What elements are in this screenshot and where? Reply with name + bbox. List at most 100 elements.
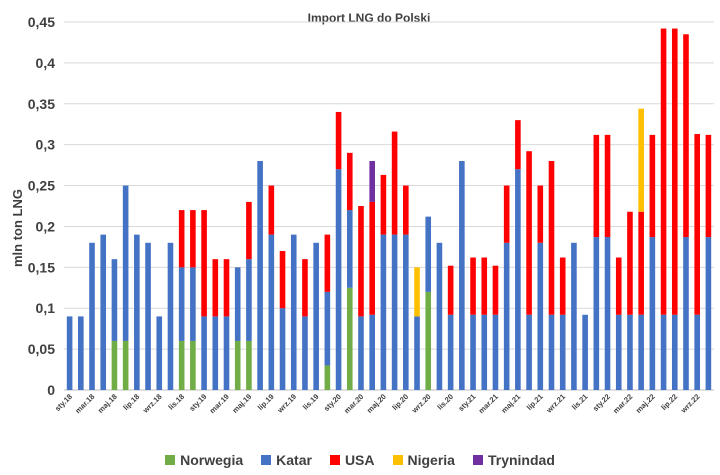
x-tick-label: sty.20: [322, 392, 343, 413]
bar-segment-katar: [548, 314, 555, 390]
bar-segment-usa: [335, 111, 342, 170]
bar-segment-norwegia: [425, 291, 432, 390]
bar-segment-usa: [649, 134, 656, 238]
bar-segment-norwegia: [324, 365, 331, 390]
legend-swatch: [329, 455, 340, 465]
bar-segment-katar: [223, 316, 230, 390]
chart: Import LNG do Polski 0 0,05 0,1 0,15 0,2 0,25…: [10, 11, 714, 415]
bar-segment-katar: [145, 242, 151, 390]
bar-segment-katar: [604, 237, 611, 390]
y-tick-label: 0,45: [28, 14, 55, 30]
x-tick-label: mar.19: [208, 392, 231, 415]
bar-segment-katar: [358, 316, 364, 390]
legend-swatch: [165, 455, 176, 465]
bar-segment-usa: [515, 120, 521, 170]
bar-segment-usa: [559, 257, 566, 315]
bar-segment-norwegia: [111, 340, 118, 390]
bar-segment-usa: [481, 257, 488, 315]
bar-segment-usa: [638, 211, 644, 315]
bar-segment-katar: [212, 316, 219, 390]
x-tick-label: lip.19: [256, 392, 276, 412]
bar-segment-katar: [122, 185, 129, 341]
x-tick-label: mar.18: [73, 392, 96, 415]
legend: Norwegia Katar USA Nigeria Trynindad: [0, 452, 720, 468]
bar-segment-usa: [380, 174, 387, 235]
x-tick-label: wrz.18: [140, 392, 163, 415]
x-tick-label: mar.21: [477, 392, 500, 415]
bar-segment-katar: [268, 234, 275, 390]
bar-segment-katar: [257, 161, 263, 390]
bar-segment-katar: [290, 234, 297, 390]
y-axis-label: mln ton LNG: [10, 189, 25, 267]
bar-segment-norwegia: [246, 340, 252, 390]
bar-segment-katar: [335, 169, 342, 390]
y-axis-ticks: 0 0,05 0,1 0,15 0,2 0,25 0,3 0,35 0,4 0,45: [28, 14, 55, 398]
y-tick-label: 0,25: [28, 178, 55, 194]
y-tick-label: 0,4: [36, 55, 56, 71]
bar-segment-usa: [593, 134, 600, 238]
x-tick-label: lip.22: [659, 392, 679, 412]
bar-segment-usa: [279, 250, 286, 309]
bar-segment-usa: [470, 257, 476, 315]
legend-swatch: [261, 455, 272, 465]
x-tick-label: lis.18: [166, 392, 186, 412]
x-tick-label: lis.21: [570, 392, 590, 412]
bar-segment-usa: [178, 210, 185, 268]
bar-segment-nigeria: [414, 267, 420, 317]
bar-segment-katar: [503, 242, 510, 390]
bar-segment-usa: [246, 201, 252, 260]
y-tick-label: 0,1: [36, 300, 56, 316]
bar-segment-katar: [425, 216, 432, 292]
x-tick-label: wrz.22: [678, 392, 701, 415]
bar-segment-usa: [627, 211, 633, 315]
bar-segment-katar: [649, 237, 656, 390]
bar-segment-katar: [559, 314, 566, 390]
bar-segment-usa: [694, 134, 700, 315]
bar-segment-usa: [223, 259, 230, 317]
y-tick-label: 0,3: [36, 137, 56, 153]
bar-segment-katar: [66, 316, 73, 390]
bar-segment-usa: [403, 185, 409, 235]
bar-segment-katar: [78, 316, 84, 390]
y-tick-label: 0,2: [36, 218, 56, 234]
bar-segment-katar: [391, 234, 398, 390]
y-tick-label: 0,15: [28, 259, 55, 275]
bar-segment-katar: [201, 316, 207, 390]
bar-segment-usa: [268, 185, 275, 235]
bar-segment-katar: [481, 314, 488, 390]
bar-segment-usa: [526, 151, 532, 315]
legend-label: Trynindad: [487, 452, 555, 468]
x-tick-label: sty.21: [456, 392, 477, 413]
bar-segment-katar: [459, 161, 465, 390]
bar-segment-katar: [582, 314, 588, 390]
bar-segment-katar: [571, 242, 577, 390]
legend-item: USA: [329, 452, 375, 468]
bar-segment-katar: [111, 259, 118, 341]
bar-segment-usa: [212, 259, 219, 317]
bar-segment-katar: [447, 314, 454, 390]
bar-segment-katar: [313, 242, 319, 390]
bar-segment-katar: [324, 291, 331, 366]
bar-segment-usa: [346, 152, 353, 211]
bar-segment-katar: [100, 234, 107, 390]
x-tick-label: maj.21: [499, 392, 522, 415]
bar-segment-katar: [671, 314, 678, 390]
bar-segment-usa: [391, 131, 398, 235]
legend-swatch: [392, 455, 403, 465]
bar-segment-norwegia: [234, 340, 241, 390]
bar-segment-katar: [593, 237, 600, 390]
bar-segment-katar: [660, 314, 667, 390]
legend-item: Norwegia: [165, 452, 243, 468]
bar-segment-katar: [167, 242, 174, 390]
bar-segment-norwegia: [346, 287, 353, 390]
x-tick-label: lip.18: [121, 392, 141, 412]
bar-segment-norwegia: [122, 340, 129, 390]
bar-segment-usa: [671, 28, 678, 315]
bar-segment-katar: [380, 234, 387, 390]
bar-segment-katar: [694, 314, 700, 390]
bar-segment-katar: [369, 314, 375, 390]
x-tick-label: lis.20: [435, 392, 455, 412]
bar-segment-usa: [615, 257, 622, 315]
bar-segment-katar: [134, 234, 140, 390]
bar-segment-usa: [660, 28, 667, 315]
